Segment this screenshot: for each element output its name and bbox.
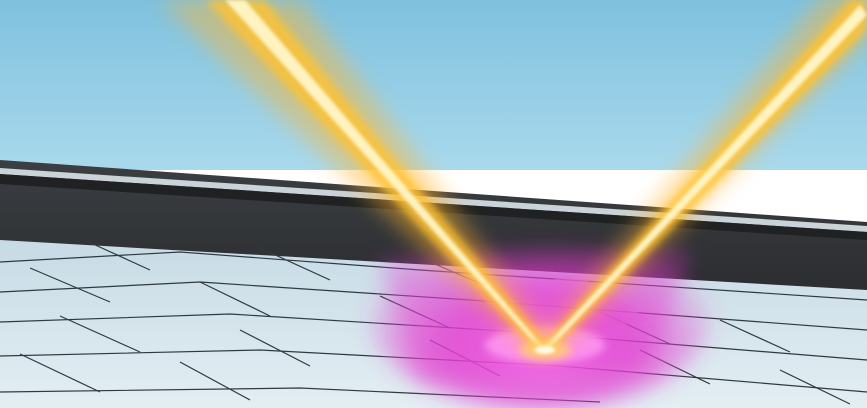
reflected-beam <box>530 0 867 352</box>
plasma-glow <box>370 230 710 408</box>
impact-point <box>519 341 571 359</box>
incident-beam <box>160 0 560 352</box>
